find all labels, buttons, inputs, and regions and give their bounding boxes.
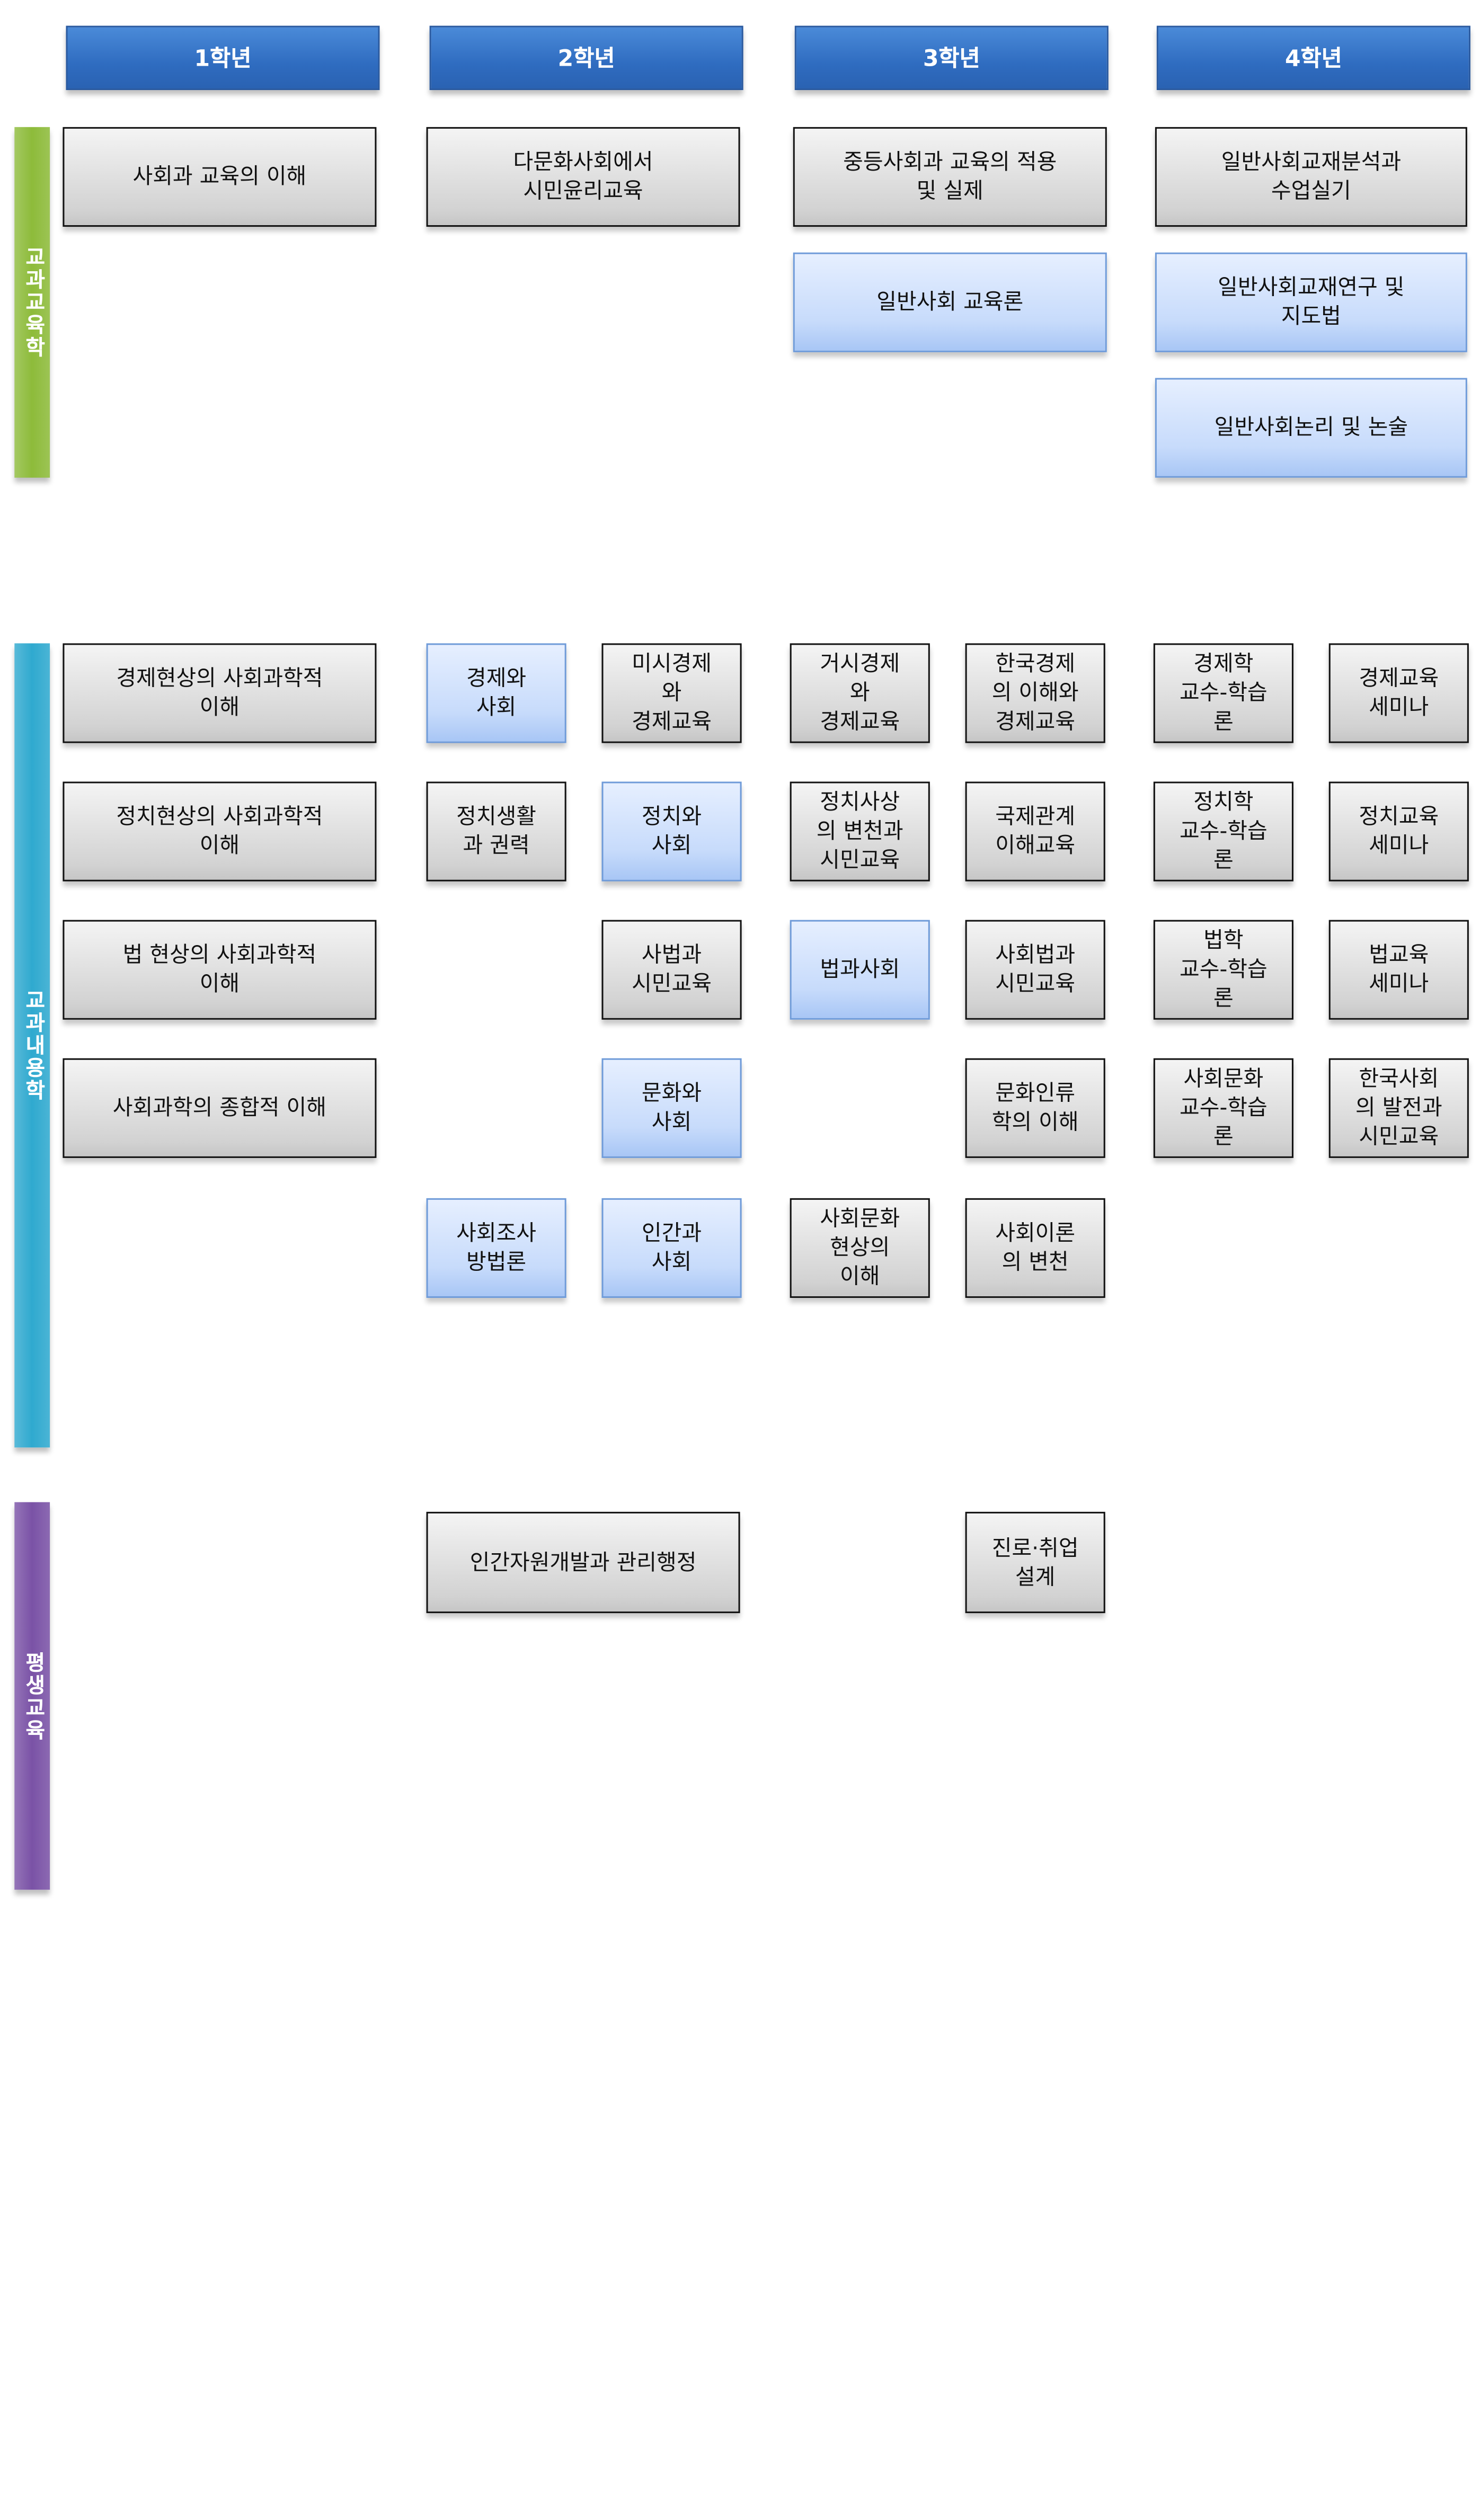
course-box[interactable]: 사회과 교육의 이해 [63, 127, 377, 227]
course-box[interactable]: 정치생활 과 권력 [426, 781, 566, 881]
course-box[interactable]: 국제관계 이해교육 [965, 781, 1105, 881]
course-box[interactable]: 사회문화 현상의 이해 [790, 1198, 930, 1298]
grade-header-2: 2학년 [429, 25, 743, 91]
course-box[interactable]: 인간자원개발과 관리행정 [426, 1511, 740, 1614]
course-box[interactable]: 사회과학의 종합적 이해 [63, 1058, 377, 1158]
grade-header-3: 3학년 [794, 25, 1109, 91]
course-box[interactable]: 사회이론 의 변천 [965, 1198, 1105, 1298]
course-box[interactable]: 문화와 사회 [601, 1058, 742, 1158]
course-box[interactable]: 일반사회교재연구 및 지도법 [1155, 252, 1467, 352]
course-box[interactable]: 경제교육 세미나 [1328, 643, 1469, 743]
grade-header-1: 1학년 [66, 25, 380, 91]
course-box[interactable]: 거시경제 와 경제교육 [790, 643, 930, 743]
course-box[interactable]: 정치학 교수-학습 론 [1153, 781, 1293, 881]
course-box[interactable]: 경제학 교수-학습 론 [1153, 643, 1293, 743]
course-box[interactable]: 법 현상의 사회과학적 이해 [63, 920, 377, 1020]
course-box[interactable]: 한국사회 의 발전과 시민교육 [1328, 1058, 1469, 1158]
course-box[interactable]: 문화인류 학의 이해 [965, 1058, 1105, 1158]
course-box[interactable]: 경제현상의 사회과학적 이해 [63, 643, 377, 743]
course-box[interactable]: 경제와 사회 [426, 643, 566, 743]
course-box[interactable]: 정치와 사회 [601, 781, 742, 881]
section-label-text: 교과교육학 [20, 246, 45, 359]
course-box[interactable]: 인간과 사회 [601, 1198, 742, 1298]
course-box[interactable]: 일반사회논리 및 논술 [1155, 378, 1467, 478]
course-box[interactable]: 정치현상의 사회과학적 이해 [63, 781, 377, 881]
section-label-text: 평생교육 [20, 1651, 45, 1741]
course-box[interactable]: 사회조사 방법론 [426, 1198, 566, 1298]
course-box[interactable]: 사회문화 교수-학습 론 [1153, 1058, 1293, 1158]
course-box[interactable]: 정치교육 세미나 [1328, 781, 1469, 881]
course-box[interactable]: 일반사회교재분석과 수업실기 [1155, 127, 1467, 227]
section-label: 교과교육학 [14, 127, 50, 478]
section-label-text: 교과내용학 [20, 989, 45, 1102]
course-box[interactable]: 정치사상 의 변천과 시민교육 [790, 781, 930, 881]
course-box[interactable]: 한국경제 의 이해와 경제교육 [965, 643, 1105, 743]
course-box[interactable]: 일반사회 교육론 [793, 252, 1107, 352]
course-box[interactable]: 사회법과 시민교육 [965, 920, 1105, 1020]
section-label: 교과내용학 [14, 643, 50, 1448]
course-box[interactable]: 미시경제 와 경제교육 [601, 643, 742, 743]
course-box[interactable]: 사법과 시민교육 [601, 920, 742, 1020]
course-box[interactable]: 법교육 세미나 [1328, 920, 1469, 1020]
course-box[interactable]: 다문화사회에서 시민윤리교육 [426, 127, 740, 227]
course-box[interactable]: 법학 교수-학습 론 [1153, 920, 1293, 1020]
course-box[interactable]: 중등사회과 교육의 적용 및 실제 [793, 127, 1107, 227]
grade-header-4: 4학년 [1156, 25, 1470, 91]
course-box[interactable]: 진로·취업 설계 [965, 1511, 1105, 1614]
section-label: 평생교육 [14, 1502, 50, 1890]
course-box[interactable]: 법과사회 [790, 920, 930, 1020]
